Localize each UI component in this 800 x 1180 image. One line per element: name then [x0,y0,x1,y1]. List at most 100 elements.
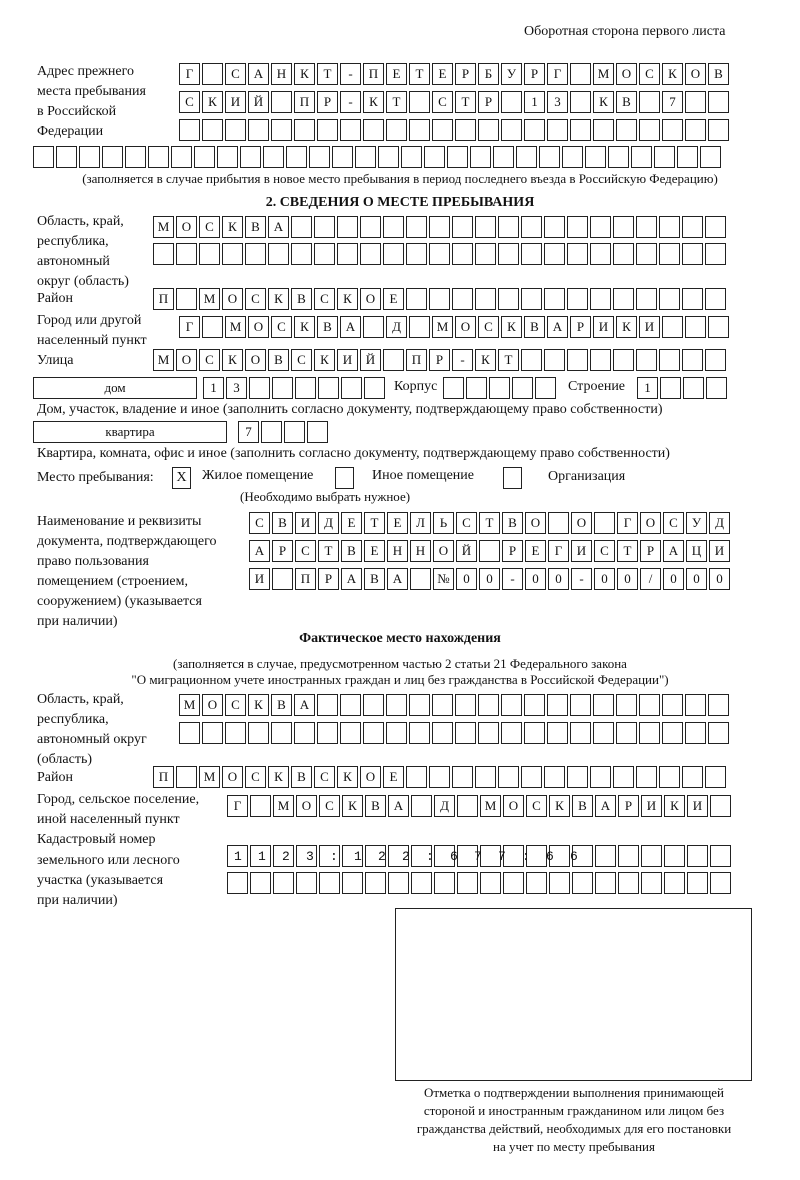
char-cell[interactable]: К [501,316,522,338]
char-cell[interactable]: Т [364,512,385,534]
char-cell[interactable] [388,845,409,867]
char-cell[interactable]: П [153,766,174,788]
char-cell[interactable] [572,845,593,867]
char-cell[interactable]: Р [640,540,661,562]
char-cell[interactable]: С [526,795,547,817]
checkbox-residential[interactable]: Х [172,467,191,489]
char-cell[interactable] [613,766,634,788]
char-cell[interactable]: Е [364,540,385,562]
char-cell[interactable]: О [525,512,546,534]
char-cell[interactable]: М [273,795,294,817]
char-cell[interactable] [452,288,473,310]
char-cell[interactable]: - [571,568,592,590]
char-cell[interactable] [378,146,399,168]
char-cell[interactable]: К [616,316,637,338]
char-cell[interactable] [171,146,192,168]
char-cell[interactable] [227,845,248,867]
char-cell[interactable] [342,845,363,867]
char-cell[interactable] [245,243,266,265]
char-cell[interactable] [641,845,662,867]
char-cell[interactable]: 1 [203,377,224,399]
char-cell[interactable] [432,694,453,716]
char-cell[interactable]: О [571,512,592,534]
char-cell[interactable] [217,146,238,168]
char-cell[interactable]: К [222,216,243,238]
char-cell[interactable] [659,288,680,310]
char-cell[interactable] [685,694,706,716]
char-cell[interactable]: М [153,216,174,238]
char-cell[interactable] [317,694,338,716]
char-cell[interactable] [429,216,450,238]
char-cell[interactable]: 0 [594,568,615,590]
char-cell[interactable] [365,872,386,894]
char-cell[interactable] [590,766,611,788]
char-cell[interactable]: А [294,694,315,716]
char-cell[interactable] [547,722,568,744]
checkbox-other-premises[interactable] [335,467,354,489]
char-cell[interactable] [314,216,335,238]
char-cell[interactable]: Г [179,63,200,85]
char-cell[interactable] [409,316,430,338]
char-cell[interactable] [639,91,660,113]
char-cell[interactable] [386,119,407,141]
char-cell[interactable]: И [571,540,592,562]
char-cell[interactable] [706,377,727,399]
char-cell[interactable]: И [687,795,708,817]
char-cell[interactable]: С [456,512,477,534]
char-cell[interactable] [544,766,565,788]
char-cell[interactable] [662,119,683,141]
char-cell[interactable] [250,845,271,867]
char-cell[interactable] [466,377,487,399]
char-cell[interactable] [248,119,269,141]
char-cell[interactable]: Е [387,512,408,534]
char-cell[interactable] [294,722,315,744]
char-cell[interactable]: А [663,540,684,562]
char-cell[interactable] [521,216,542,238]
char-cell[interactable] [383,243,404,265]
char-cell[interactable] [544,288,565,310]
char-cell[interactable]: О [503,795,524,817]
char-cell[interactable] [616,722,637,744]
char-cell[interactable] [501,91,522,113]
char-cell[interactable] [664,872,685,894]
char-cell[interactable] [616,119,637,141]
char-cell[interactable] [268,243,289,265]
char-cell[interactable]: В [291,288,312,310]
char-cell[interactable]: Е [341,512,362,534]
char-cell[interactable]: 3 [547,91,568,113]
char-cell[interactable]: У [686,512,707,534]
stroenie-row[interactable]: 1 [637,377,729,399]
char-cell[interactable]: Р [618,795,639,817]
char-cell[interactable]: О [222,766,243,788]
char-cell[interactable]: О [685,63,706,85]
char-cell[interactable]: К [342,795,363,817]
char-cell[interactable] [590,288,611,310]
char-cell[interactable] [478,722,499,744]
char-cell[interactable]: С [639,63,660,85]
char-cell[interactable]: Т [318,540,339,562]
char-cell[interactable] [548,512,569,534]
char-cell[interactable]: 0 [525,568,546,590]
char-cell[interactable]: К [248,694,269,716]
char-cell[interactable]: Н [410,540,431,562]
char-cell[interactable] [314,243,335,265]
char-cell[interactable] [498,216,519,238]
char-cell[interactable]: О [202,694,223,716]
char-cell[interactable] [659,349,680,371]
char-cell[interactable] [618,872,639,894]
document-row-3[interactable]: И П Р А В А № 0 0-0 0-0 0/0 0 0 [249,568,732,590]
char-cell[interactable] [447,146,468,168]
char-cell[interactable] [225,722,246,744]
char-cell[interactable] [570,722,591,744]
char-cell[interactable]: И [249,568,270,590]
char-cell[interactable] [411,872,432,894]
char-cell[interactable] [386,722,407,744]
char-cell[interactable]: Р [272,540,293,562]
char-cell[interactable] [355,146,376,168]
char-cell[interactable] [125,146,146,168]
char-cell[interactable]: В [708,63,729,85]
